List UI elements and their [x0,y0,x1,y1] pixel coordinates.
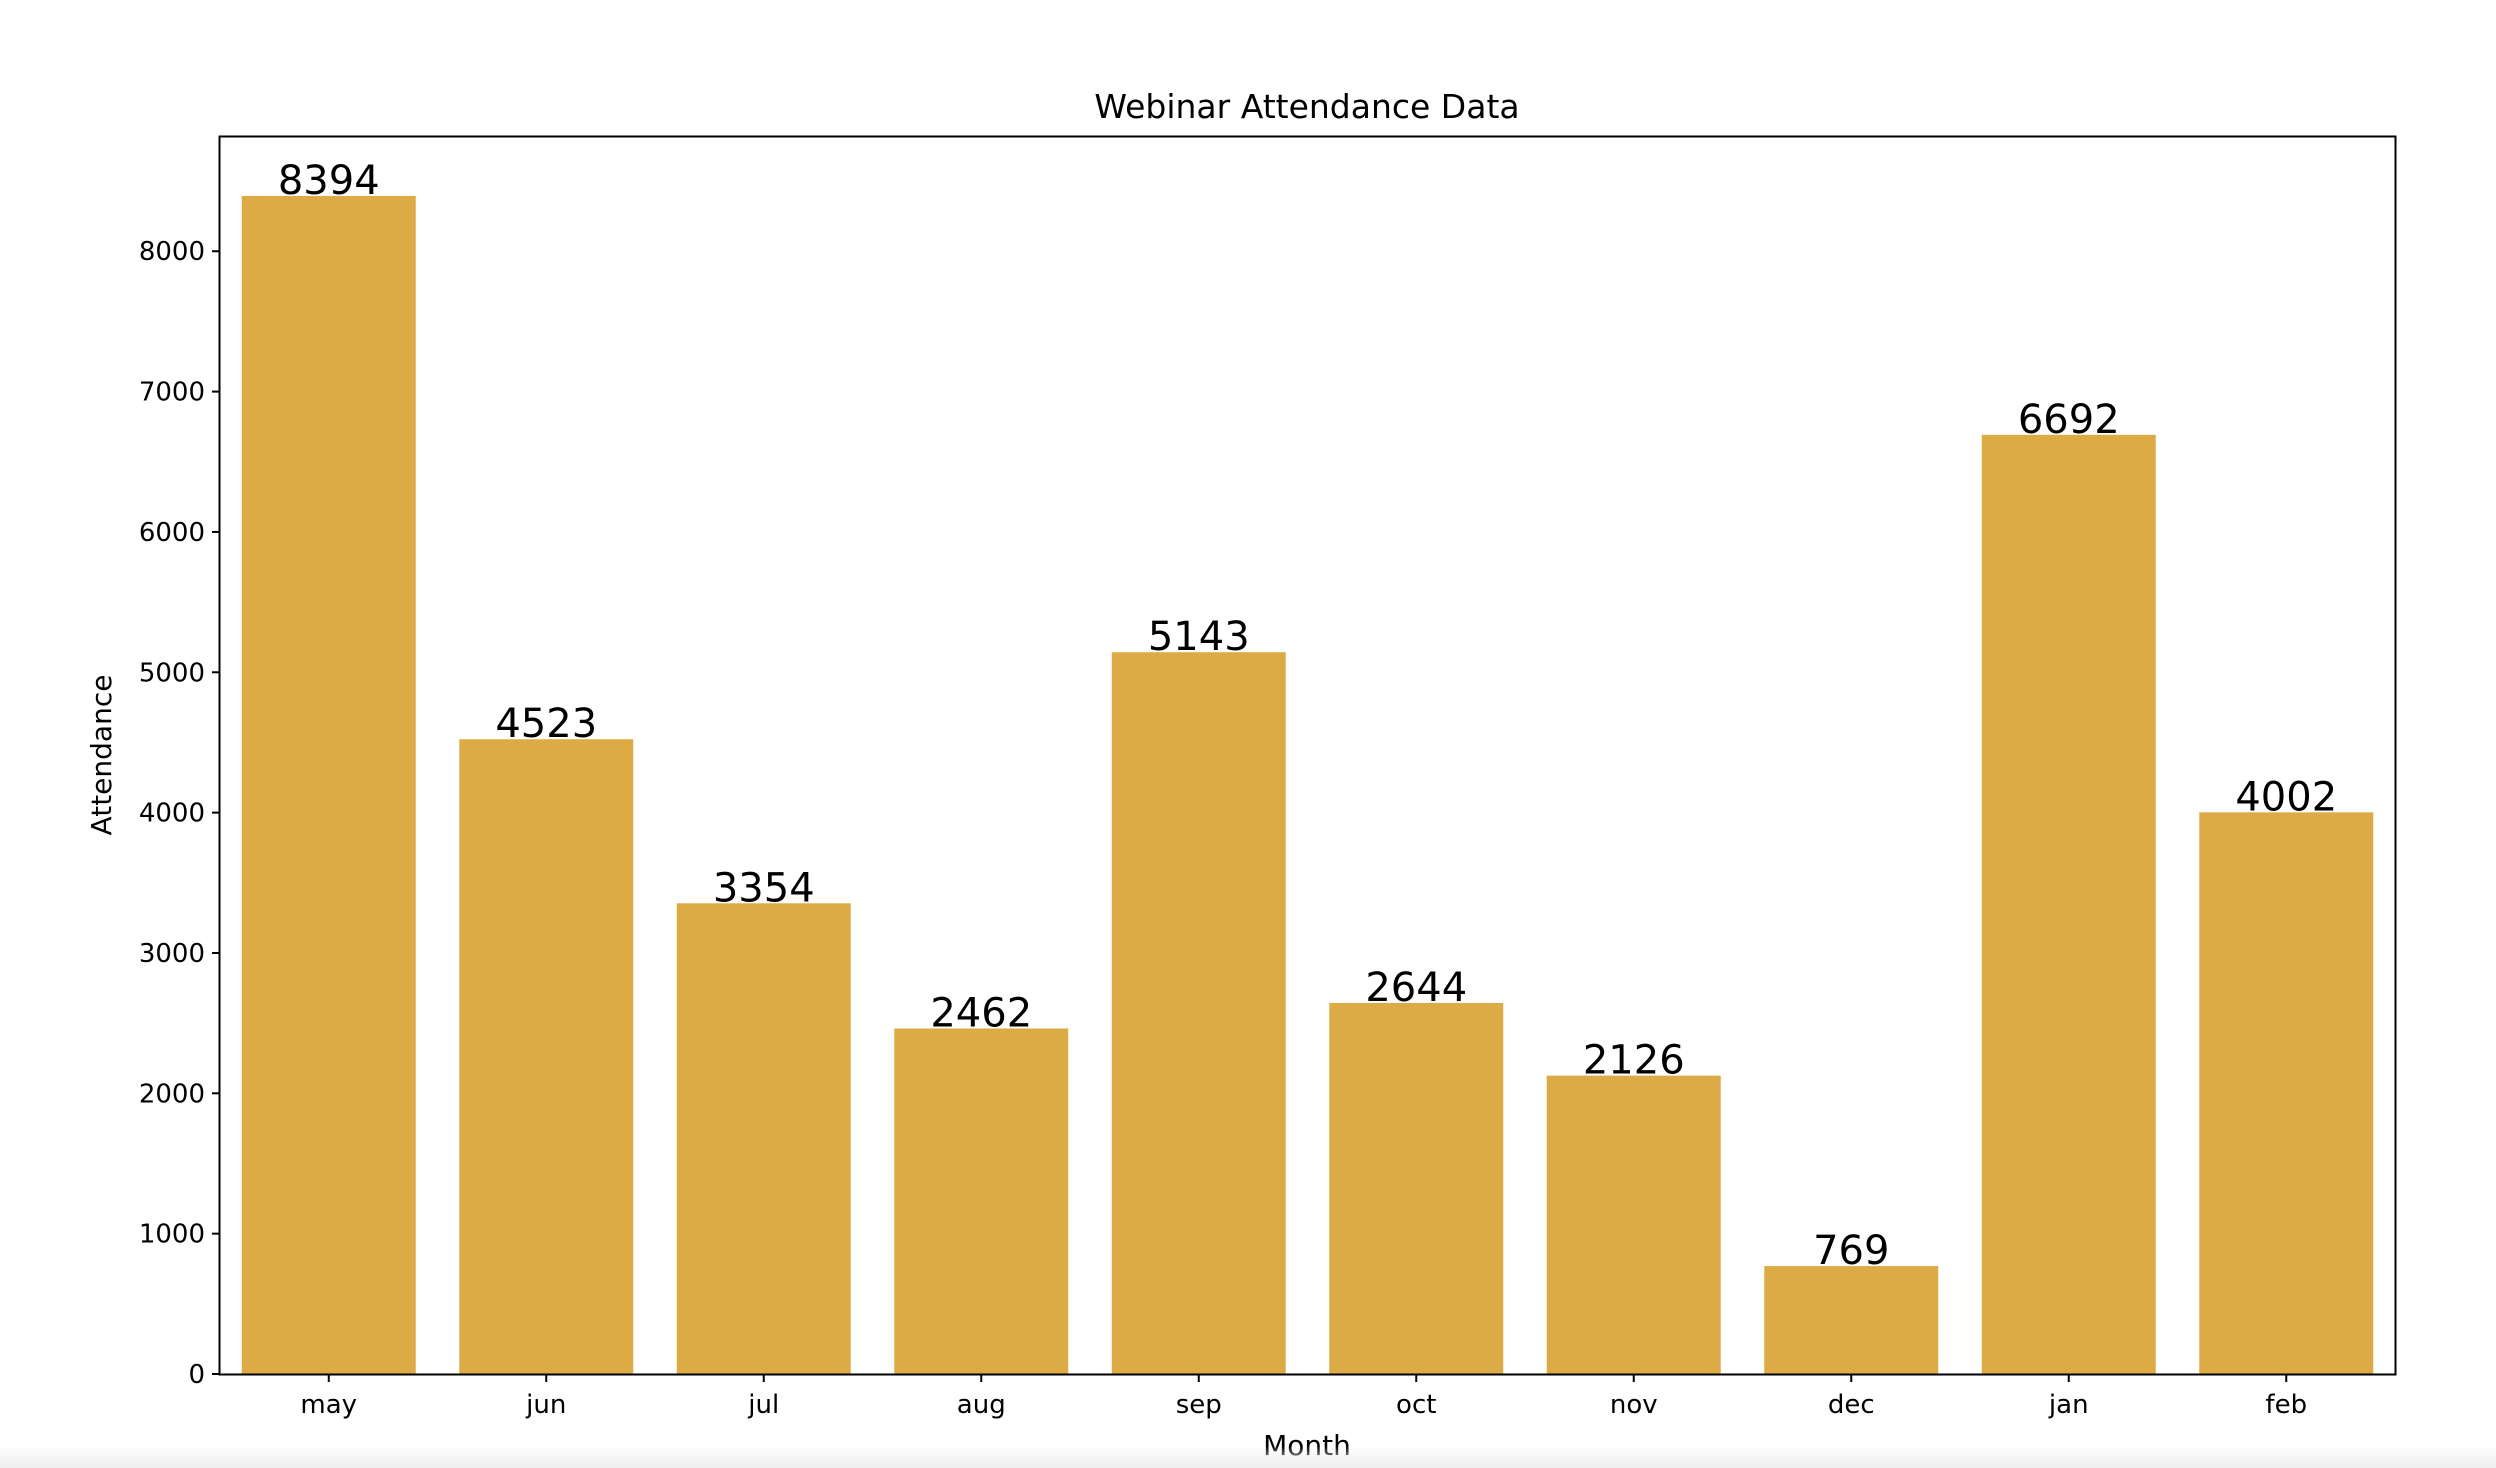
x-tick-label-oct: oct [1396,1390,1436,1420]
y-tick-label-6000: 6000 [139,518,205,548]
y-tick-label-3000: 3000 [139,939,205,969]
x-tick-label-sep: sep [1176,1390,1222,1420]
data-label-oct: 2644 [1365,965,1467,1011]
bar-nov [1546,1075,1721,1374]
bar-dec [1764,1266,1939,1374]
bar-jun [459,739,634,1374]
bar-feb [2199,812,2374,1374]
data-label-jan: 6692 [2018,397,2120,443]
bar-aug [894,1028,1069,1374]
bars-group [241,195,2374,1375]
bar-oct [1329,1002,1504,1374]
bar-jul [676,903,851,1374]
bar-jan [1981,434,2156,1374]
data-label-dec: 769 [1813,1228,1889,1274]
x-tick-label-dec: dec [1828,1390,1875,1420]
x-tick-label-may: may [300,1390,357,1420]
y-tick-label-7000: 7000 [139,378,205,408]
y-tick-label-1000: 1000 [139,1220,205,1250]
chart-title: Webinar Attendance Data [1094,87,1519,126]
x-tick-label-aug: aug [957,1390,1006,1420]
y-tick-label-8000: 8000 [139,237,205,267]
bar-sep [1111,652,1286,1374]
y-tick-label-5000: 5000 [139,658,205,688]
y-tick-label-2000: 2000 [139,1079,205,1109]
y-axis: 0 1000 2000 3000 4000 5000 6000 7000 8000 [139,237,220,1390]
data-label-may: 8394 [278,158,380,204]
y-tick-label-4000: 4000 [139,799,205,829]
x-tick-label-jul: jul [747,1390,779,1420]
data-labels-group: 8394 4523 3354 2462 5143 2644 2126 769 6692 4002 [278,158,2337,1274]
data-label-nov: 2126 [1583,1038,1685,1084]
x-tick-label-jun: jun [525,1390,566,1420]
x-axis: may jun jul aug sep oct nov dec jan feb [300,1374,2307,1420]
data-label-aug: 2462 [930,990,1032,1036]
data-label-feb: 4002 [2235,774,2337,820]
x-tick-label-feb: feb [2265,1390,2307,1420]
plot-frame [218,135,2397,1376]
data-label-jul: 3354 [713,865,815,911]
data-label-sep: 5143 [1148,614,1250,660]
bar-may [241,195,416,1375]
y-axis-title: Attendance [85,675,118,836]
data-label-jun: 4523 [495,701,597,747]
window-bottom-edge [0,1446,2496,1468]
x-tick-label-jan: jan [2048,1390,2089,1420]
y-tick-label-0: 0 [188,1360,205,1390]
x-tick-label-nov: nov [1610,1390,1658,1420]
